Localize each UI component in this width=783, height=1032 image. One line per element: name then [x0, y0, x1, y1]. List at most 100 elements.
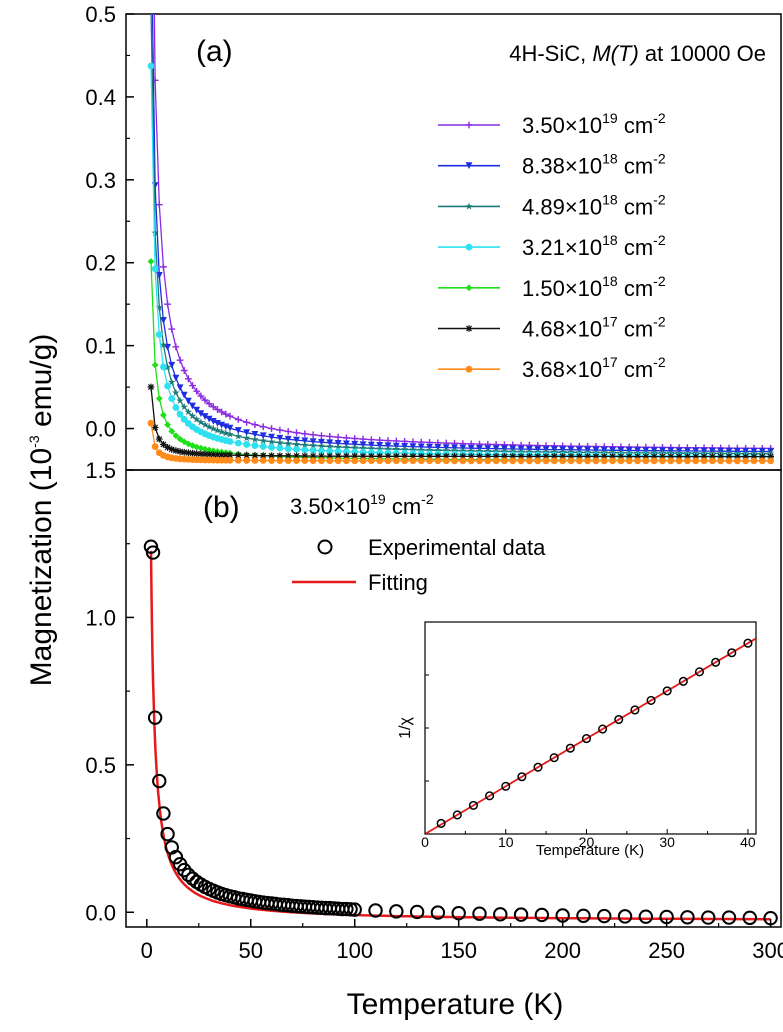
series-7-point	[234, 456, 242, 464]
legend-swatch-marker	[465, 365, 473, 373]
series-4-point	[164, 382, 171, 390]
series-6-point	[151, 424, 159, 431]
series-7-point	[301, 457, 309, 465]
series-6-point	[442, 453, 450, 460]
series-5	[147, 258, 775, 465]
series-7-point	[251, 457, 259, 464]
series-7-point	[484, 457, 492, 465]
series-1-point	[155, 201, 163, 209]
legend-entry-1: 3.50×1019 cm-2	[438, 110, 666, 138]
series-7-point	[426, 457, 433, 465]
series-3-point	[509, 447, 517, 455]
series-7-point	[708, 457, 716, 465]
experimental-point	[409, 904, 425, 920]
series-4	[147, 62, 775, 460]
inset-point	[743, 638, 753, 648]
x-tick-label: 50	[239, 938, 263, 963]
series-2-point	[201, 413, 209, 420]
legend-swatch-marker	[465, 243, 473, 251]
series-7-point	[409, 457, 417, 465]
series-6-point	[284, 452, 292, 460]
series-1-point	[268, 425, 275, 432]
series-3-point	[475, 447, 484, 455]
series-6-point	[193, 450, 201, 458]
series-6-point	[180, 448, 188, 456]
series-2-point	[251, 430, 259, 438]
experimental-point	[160, 826, 175, 842]
series-7-point	[659, 457, 666, 465]
series-7-point	[151, 443, 159, 450]
panel-b-sample-label: 3.50×1019 cm-2	[290, 491, 434, 519]
series-1-point	[334, 433, 342, 441]
series-4-point	[147, 62, 155, 70]
series-4-point	[172, 404, 180, 411]
panel-a-y-axis: 0.0 0.1 0.2 0.3 0.4 0.5	[85, 2, 134, 442]
series-4-point	[234, 439, 242, 447]
series-6-point	[667, 453, 675, 460]
series-7-point	[767, 457, 775, 465]
inset-point	[630, 705, 640, 715]
series-7-point	[509, 457, 517, 465]
series-3-point	[409, 445, 417, 453]
inset-x-tick-label: 10	[498, 834, 514, 850]
experimental-point	[534, 907, 550, 923]
series-7-point	[534, 457, 542, 465]
series-6-point	[222, 451, 230, 459]
series-7-point	[359, 457, 367, 465]
legend-entry-5: 1.50×1018 cm-2	[438, 273, 666, 301]
series-2-point	[284, 435, 292, 443]
series-7-point	[542, 457, 550, 465]
series-3-point	[159, 340, 168, 348]
series-7-point	[600, 457, 608, 465]
series-4-point	[160, 363, 167, 371]
series-3	[150, 14, 775, 457]
series-1-point	[293, 429, 300, 437]
series-3-point	[309, 441, 317, 449]
series-7-point	[243, 457, 251, 464]
x-tick-label: 200	[544, 938, 581, 963]
series-5-point	[168, 427, 176, 435]
series-2-point	[193, 406, 201, 414]
series-6-point	[218, 451, 226, 459]
series-7	[147, 419, 775, 465]
series-3-point	[155, 303, 164, 311]
experimental-point	[617, 909, 633, 924]
series-7-point	[617, 457, 625, 465]
series-6-point	[617, 453, 625, 460]
series-2-point	[214, 419, 221, 427]
panel-b-y-axis: 0.0 0.5 1.0 1.5	[85, 458, 134, 925]
series-7-point	[717, 457, 725, 465]
series-6-point	[201, 450, 209, 458]
series-1-point	[251, 421, 259, 429]
legend-entry-3: 4.89×1018 cm-2	[438, 191, 666, 219]
series-2	[151, 14, 775, 455]
series-3-point	[375, 444, 384, 452]
series-2-point	[205, 415, 213, 423]
series-4-point	[318, 447, 325, 455]
x-tick-label: 100	[336, 938, 373, 963]
series-3-point	[342, 443, 351, 451]
panel-a-frame	[125, 13, 782, 471]
series-6-point	[609, 453, 616, 460]
series-6-point	[409, 452, 417, 460]
legend-entry-6: 4.68×1017 cm-2	[438, 314, 666, 342]
legend-entry-2: 8.38×1018 cm-2	[438, 151, 666, 179]
series-6-point	[318, 452, 325, 460]
series-2-point	[197, 410, 205, 418]
series-7-point	[343, 457, 350, 465]
experimental-point	[742, 910, 758, 926]
inset-point	[565, 743, 575, 753]
series-6-point	[401, 452, 409, 460]
legend-experimental-label: Experimental data	[368, 535, 546, 560]
series-6-point	[243, 452, 251, 459]
series-3-point	[484, 447, 492, 455]
x-tick-label: 250	[648, 938, 685, 963]
experimental-point	[168, 849, 184, 865]
y-tick-label: 1.5	[85, 458, 116, 483]
series-5-point	[151, 361, 159, 369]
experimental-point	[152, 773, 167, 789]
series-1-point	[205, 400, 213, 408]
series-6-point	[293, 452, 300, 460]
inset-point	[598, 724, 608, 734]
panel-a-label: (a)	[196, 35, 233, 68]
